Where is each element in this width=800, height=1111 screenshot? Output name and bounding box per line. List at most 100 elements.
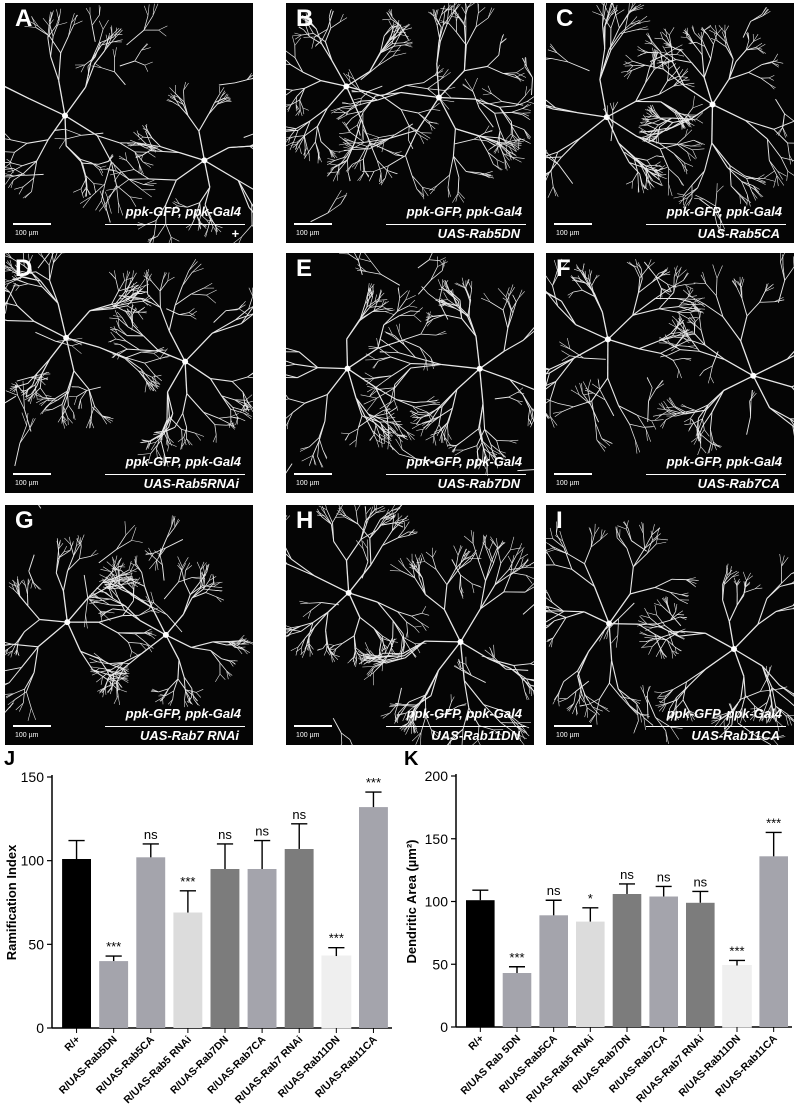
bar: [62, 859, 91, 1028]
significance-label: ns: [693, 874, 707, 889]
y-tick-label: 150: [21, 769, 45, 785]
x-tick-label: R/UAS-Rab5 RNAi: [122, 1034, 194, 1106]
y-tick-label: 50: [432, 956, 448, 972]
panel-letter: D: [15, 255, 33, 282]
significance-label: ns: [620, 867, 634, 882]
cross-label: UAS-Rab5RNAi: [143, 476, 239, 491]
genotype-label: ppk-GFP, ppk-Gal4: [666, 706, 782, 721]
dendrite-image: [286, 505, 534, 745]
bar: [649, 896, 678, 1027]
dendrite-image: [546, 520, 794, 745]
cross-line: [105, 474, 245, 475]
significance-label: ***: [180, 874, 195, 889]
chart-j-svg: J 0 50 100 150 Ramification Index R/+ *** R/UAS-…: [4, 748, 392, 1106]
genotype-label: ppk-GFP, ppk-Gal4: [666, 204, 782, 219]
cross-label: UAS-Rab11DN: [431, 728, 520, 743]
genotype-label: ppk-GFP, ppk-Gal4: [406, 204, 522, 219]
scale-bar: [294, 473, 332, 475]
cross-label: UAS-Rab5CA: [697, 226, 780, 241]
bar: [136, 857, 166, 1028]
panel-letter: A: [15, 5, 33, 32]
cross-line: [105, 726, 245, 727]
bar: [284, 849, 314, 1028]
scale-bar-label: 100 µm: [15, 732, 39, 739]
bar: [247, 869, 277, 1028]
significance-label: ***: [729, 943, 744, 958]
panel-letter: F: [556, 255, 571, 282]
genotype-label: ppk-GFP, ppk-Gal4: [666, 454, 782, 469]
x-tick-label: R/UAS-Rab5 RNAi: [524, 1033, 596, 1105]
genotype-label: ppk-GFP, ppk-Gal4: [125, 454, 241, 469]
significance-label: ***: [366, 775, 381, 790]
scale-bar: [13, 223, 51, 225]
chart-j: J 0 50 100 150 Ramification Index R/+ *** R/UAS-…: [0, 735, 400, 1111]
panel-letter: C: [556, 5, 574, 32]
dendrite-image: [546, 3, 794, 234]
x-tick-label: R/+: [466, 1033, 486, 1053]
scale-bar-label: 100 µm: [15, 230, 39, 237]
scale-bar: [554, 223, 592, 225]
x-tick-label: R/UAS-Rab7 RNAi: [634, 1033, 706, 1105]
bar: [466, 900, 495, 1027]
genotype-label: ppk-GFP, ppk-Gal4: [406, 706, 522, 721]
scale-bar-label: 100 µm: [296, 732, 320, 739]
cross-label: UAS-Rab7DN: [437, 476, 520, 491]
bar: [722, 965, 752, 1028]
bar: [539, 915, 568, 1027]
panel-letter: B: [296, 5, 314, 32]
panel-letter: E: [296, 255, 313, 282]
x-tick-label: R/UAS-Rab7 RNAi: [233, 1034, 305, 1106]
bar: [99, 961, 129, 1028]
chart-panel-letter: K: [404, 748, 419, 770]
genotype-label: ppk-GFP, ppk-Gal4: [125, 204, 241, 219]
y-tick-label: 150: [425, 831, 449, 847]
dendrite-image: [5, 253, 253, 467]
chart-panel-letter: J: [4, 748, 15, 770]
y-tick-label: 50: [28, 936, 44, 952]
dendrite-image: [5, 505, 253, 721]
significance-label: ns: [144, 827, 158, 842]
panel-letter: G: [15, 507, 34, 534]
bar: [321, 955, 352, 1029]
significance-label: ns: [255, 824, 269, 839]
genotype-label: ppk-GFP, ppk-Gal4: [125, 706, 241, 721]
cross-label: UAS-Rab11CA: [691, 728, 780, 743]
x-tick-label: R/+: [62, 1034, 82, 1054]
cross-line: [646, 726, 786, 727]
scale-bar: [294, 223, 332, 225]
scale-bar-label: 100 µm: [296, 230, 320, 237]
cross-label: UAS-Rab7 RNAi: [140, 728, 239, 743]
cross-label: UAS-Rab7CA: [697, 476, 780, 491]
bar: [686, 902, 715, 1027]
bar: [612, 894, 642, 1027]
cross-line: [386, 726, 526, 727]
significance-label: ns: [547, 883, 561, 898]
y-axis-label: Ramification Index: [4, 844, 19, 960]
y-tick-label: 0: [440, 1019, 448, 1035]
bar: [359, 807, 388, 1028]
y-tick-label: 200: [425, 768, 449, 784]
y-tick-label: 100: [425, 894, 449, 910]
y-tick-label: 100: [21, 853, 45, 869]
significance-label: ***: [509, 950, 524, 965]
cross-line: [386, 224, 526, 225]
bar: [759, 856, 788, 1027]
x-tick-label: R/UAS-Rab11CA: [713, 1032, 780, 1099]
scale-bar: [554, 725, 592, 727]
bar: [576, 921, 605, 1027]
y-axis-label: Dendritic Area (µm²): [404, 839, 419, 963]
significance-label: ***: [766, 815, 781, 830]
scale-bar: [554, 473, 592, 475]
bar: [210, 869, 240, 1028]
cross-line: [105, 224, 245, 225]
significance-label: ***: [329, 931, 344, 946]
dendrite-image: [546, 253, 794, 456]
scale-bar: [294, 725, 332, 727]
significance-label: *: [588, 891, 593, 906]
